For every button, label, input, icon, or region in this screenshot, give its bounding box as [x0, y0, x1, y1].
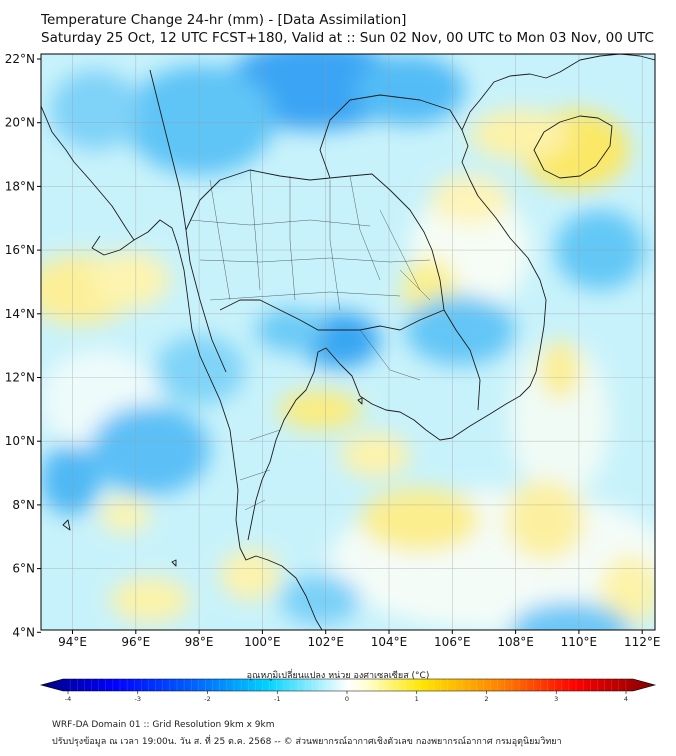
lat-tick-label: 8°N	[12, 498, 35, 512]
lon-tick-label: 104°E	[371, 635, 408, 649]
lat-tick-label: 18°N	[5, 179, 35, 193]
lon-tick-label: 112°E	[624, 635, 661, 649]
coastline-hainan	[533, 115, 613, 179]
colorbar-bar	[39, 678, 657, 692]
colorbar: -4 -3 -2 -1 0 1 2 3 4	[39, 678, 657, 703]
colorbar-tick-label: -4	[65, 695, 71, 703]
lat-lon-grid	[41, 54, 655, 630]
lon-tick-label: 102°E	[307, 635, 344, 649]
colorbar-tick-label: 4	[624, 695, 628, 703]
coastline-islands	[62, 397, 363, 567]
map-frame	[40, 53, 656, 631]
map-outlines	[41, 54, 655, 630]
footer-update-info: ปรับปรุงข้อมูล ณ เวลา 19:00น. วัน ส. ที่…	[52, 737, 562, 747]
coastline-mainland	[41, 54, 655, 630]
colorbar-tick-label: 0	[345, 695, 349, 703]
axis-ticks: 94°E 96°E 98°E 100°E 102°E 104°E 106°E 108°E 110…	[5, 52, 661, 649]
lat-tick-label: 12°N	[5, 371, 35, 385]
map-title: Temperature Change 24-hr (mm) - [Data As…	[41, 12, 407, 28]
lat-tick-label: 20°N	[5, 116, 35, 130]
lat-tick-label: 22°N	[5, 52, 35, 66]
temperature-field	[41, 54, 655, 630]
footer-model-info: WRF-DA Domain 01 :: Grid Resolution 9km …	[52, 720, 275, 730]
lon-tick-label: 110°E	[561, 635, 598, 649]
lat-tick-label: 4°N	[12, 625, 35, 639]
colorbar-tick-label: 1	[415, 695, 419, 703]
lon-tick-label: 98°E	[185, 635, 214, 649]
map-subtitle: Saturday 25 Oct, 12 UTC FCST+180, Valid …	[41, 30, 654, 46]
lon-tick-label: 96°E	[121, 635, 150, 649]
map-figure: 94°E 96°E 98°E 100°E 102°E 104°E 106°E 108°E 110…	[5, 52, 661, 703]
province-borders	[189, 169, 431, 511]
colorbar-tick-label: -1	[274, 695, 280, 703]
lon-tick-label: 100°E	[244, 635, 281, 649]
lon-tick-label: 106°E	[434, 635, 471, 649]
colorbar-tick-label: 3	[554, 695, 558, 703]
lat-tick-label: 6°N	[12, 562, 35, 576]
colorbar-title: อุณหภูมิเปลี่ยนแปลง หน่วย องศาเซลเซียส (…	[246, 671, 430, 681]
lat-tick-label: 10°N	[5, 434, 35, 448]
colorbar-tick-label: 2	[484, 695, 488, 703]
lon-tick-label: 94°E	[58, 635, 87, 649]
lon-tick-label: 108°E	[497, 635, 534, 649]
lat-tick-label: 14°N	[5, 307, 35, 321]
colorbar-tick-label: -2	[204, 695, 210, 703]
colorbar-tick-label: -3	[135, 695, 141, 703]
lat-tick-label: 16°N	[5, 243, 35, 257]
